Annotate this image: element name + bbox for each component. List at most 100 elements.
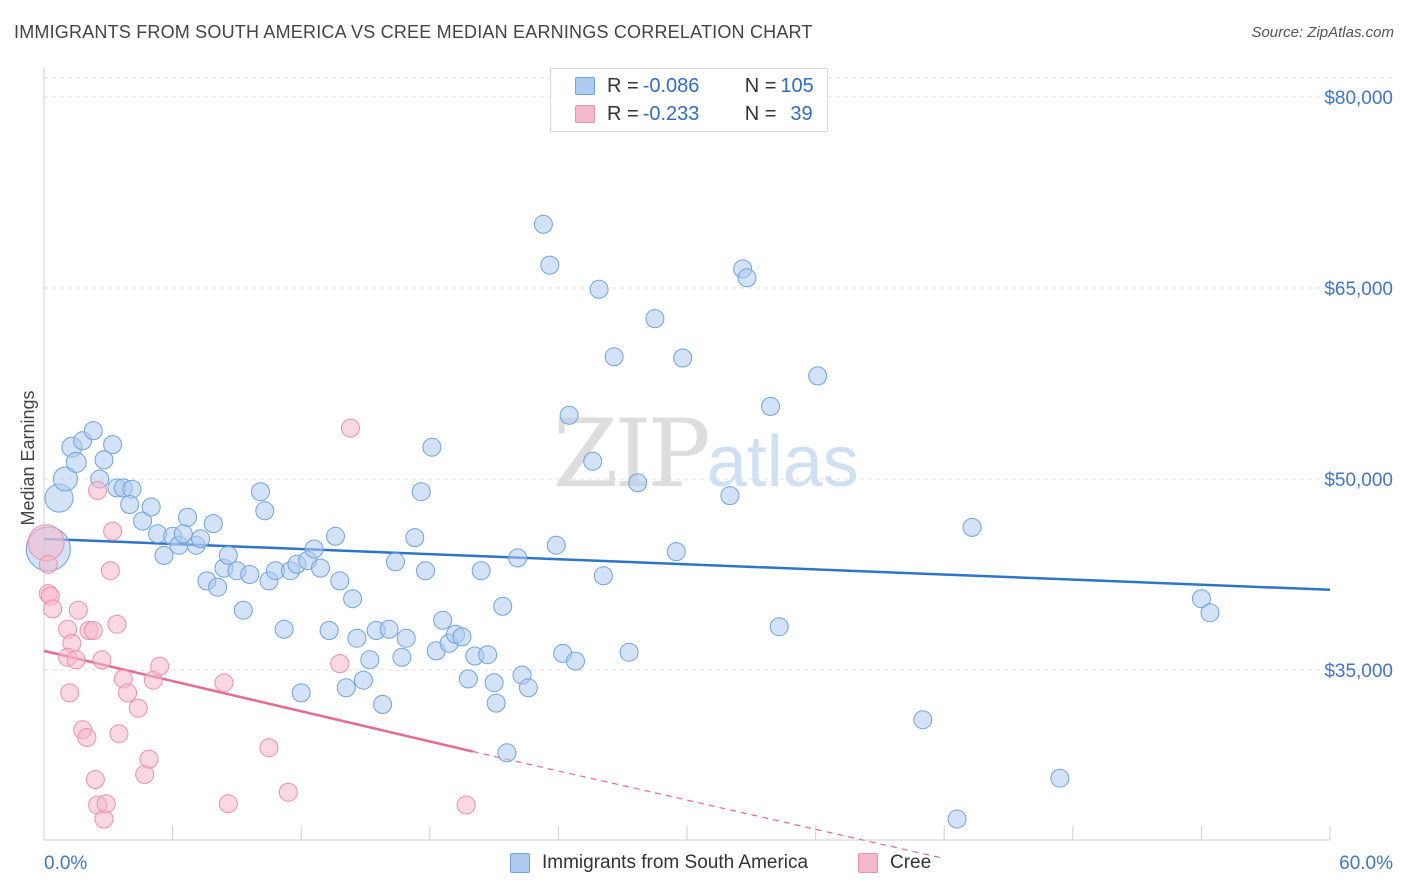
y-tick-label: $80,000 — [1324, 88, 1393, 109]
point-south-america — [274, 619, 294, 639]
point-south-america — [458, 669, 478, 689]
y-tick-label: $35,000 — [1324, 661, 1393, 682]
point-south-america — [94, 450, 114, 470]
legend-r-value: -0.233 — [642, 102, 700, 125]
point-south-america — [583, 451, 603, 471]
point-south-america — [518, 678, 538, 698]
legend-n-label: N = — [744, 74, 777, 97]
point-cree — [77, 728, 97, 747]
legend-swatch-pink — [575, 105, 595, 123]
point-south-america — [353, 670, 373, 690]
series-legend-cree[interactable]: Cree — [858, 852, 931, 874]
point-south-america — [154, 545, 174, 565]
point-south-america — [330, 571, 350, 591]
trend-line-cree — [43, 649, 473, 753]
legend-r-label: R = — [607, 102, 639, 125]
point-cree — [109, 724, 129, 744]
legend-n-value: 39 — [790, 102, 813, 125]
tick-labels: $35,000 $50,000 $65,000 $80,000 0.0% 60.0% — [44, 88, 1393, 874]
point-south-america — [433, 610, 453, 630]
point-south-america — [546, 535, 566, 555]
x-tick-label: 0.0% — [44, 853, 87, 874]
point-south-america — [233, 600, 253, 620]
point-cree — [150, 656, 170, 676]
point-cree — [214, 673, 234, 693]
point-south-america — [422, 437, 442, 457]
point-south-america — [379, 619, 399, 639]
point-south-america — [178, 507, 198, 527]
legend-row-south-america: R = -0.086 N = 105 — [575, 73, 814, 99]
point-south-america — [737, 268, 757, 288]
point-south-america — [304, 539, 324, 559]
point-south-america — [405, 528, 425, 548]
point-south-america — [566, 651, 585, 671]
point-south-america — [593, 566, 613, 586]
point-south-america — [589, 279, 609, 299]
point-south-america — [720, 486, 740, 506]
x-tick-label: 60.0% — [1339, 853, 1393, 874]
point-south-america — [666, 542, 686, 562]
point-south-america — [218, 545, 238, 565]
legend-swatch-blue — [575, 77, 595, 95]
axes — [43, 68, 1331, 841]
watermark: ZIPatlas — [553, 400, 859, 509]
point-south-america — [203, 514, 223, 534]
point-south-america — [533, 214, 553, 234]
point-south-america — [540, 255, 560, 275]
series-legend-south-america[interactable]: Immigrants from South America — [510, 852, 808, 874]
point-south-america — [83, 421, 103, 441]
point-south-america — [326, 526, 345, 546]
point-cree — [43, 599, 63, 619]
point-south-america — [1050, 768, 1070, 788]
point-south-america — [360, 650, 380, 670]
point-south-america — [619, 642, 639, 662]
trend-line-cree-extension — [472, 750, 945, 860]
point-south-america — [416, 561, 435, 581]
point-south-america — [484, 673, 504, 693]
point-south-america — [559, 405, 579, 425]
series-label: Cree — [890, 852, 932, 873]
point-south-america — [291, 683, 311, 703]
point-cree — [38, 554, 58, 574]
data-points — [25, 214, 1220, 829]
point-cree — [128, 698, 148, 718]
point-south-america — [497, 743, 517, 763]
y-tick-label: $65,000 — [1324, 279, 1393, 300]
point-south-america — [962, 517, 982, 537]
point-south-america — [1191, 589, 1211, 609]
point-south-america — [311, 558, 330, 578]
point-south-america — [319, 621, 339, 640]
point-south-america — [486, 693, 506, 713]
point-south-america — [133, 511, 153, 531]
point-cree — [103, 521, 123, 541]
watermark-zip: ZIP — [553, 400, 711, 509]
point-cree — [66, 650, 86, 670]
point-south-america — [208, 577, 228, 597]
series-label: Immigrants from South America — [542, 852, 809, 873]
point-south-america — [604, 347, 624, 367]
point-south-america — [471, 561, 491, 581]
point-cree — [88, 481, 108, 500]
point-south-america — [913, 710, 933, 730]
point-cree — [139, 749, 159, 769]
point-south-america — [411, 482, 431, 502]
legend-r-label: R = — [607, 74, 639, 97]
legend-n-value: 105 — [780, 74, 814, 97]
point-cree — [330, 654, 350, 674]
legend-r-value: -0.086 — [642, 74, 700, 97]
point-south-america — [336, 678, 356, 698]
point-cree — [218, 794, 238, 814]
point-south-america — [1200, 603, 1220, 623]
y-tick-label: $50,000 — [1324, 470, 1393, 491]
point-cree — [456, 795, 476, 815]
point-south-america — [103, 435, 123, 455]
point-south-america — [508, 548, 528, 568]
point-south-america — [347, 628, 367, 648]
point-south-america — [452, 627, 472, 647]
point-cree — [107, 614, 127, 634]
legend-n-label: N = — [744, 102, 777, 125]
point-cree — [85, 770, 105, 789]
point-south-america — [493, 596, 513, 616]
point-cree — [259, 738, 279, 758]
